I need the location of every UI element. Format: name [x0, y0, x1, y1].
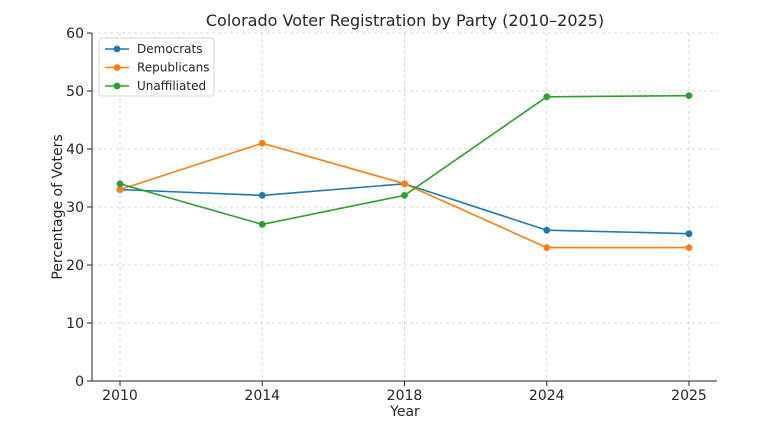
- data-point-unaffiliated: [258, 221, 266, 228]
- data-point-unaffiliated: [116, 180, 124, 188]
- data-point-democrats: [543, 226, 551, 234]
- y-tick-label: 60: [66, 26, 84, 42]
- x-tick-label: 2024: [529, 388, 565, 404]
- y-tick-label: 10: [66, 316, 84, 332]
- data-point-unaffiliated: [543, 93, 551, 101]
- grid-layer: [92, 32, 717, 382]
- x-axis-label: Year: [389, 404, 420, 420]
- legend-swatch-marker: [113, 45, 121, 53]
- y-tick-label: 40: [66, 142, 84, 158]
- y-axis-label: Percentage of Voters: [50, 134, 66, 279]
- y-tick-label: 50: [66, 84, 84, 100]
- legend-label: Democrats: [137, 42, 203, 56]
- data-point-republicans: [401, 180, 408, 188]
- y-tick-label: 0: [75, 374, 84, 390]
- x-tick-label: 2018: [387, 388, 423, 404]
- y-tick-label: 20: [66, 258, 84, 274]
- legend-label: Republicans: [137, 61, 210, 75]
- legend: Democrats Republicans Unaffiliated: [98, 37, 215, 97]
- data-point-republicans: [258, 139, 266, 147]
- legend-swatch-marker: [113, 82, 121, 90]
- legend-swatch-marker: [113, 64, 121, 71]
- axes-layer: 2010 2014 2018 2024 2025 0 10 20 30 40 50 60: [66, 26, 717, 404]
- series-layer: [116, 92, 693, 252]
- data-point-democrats: [685, 230, 693, 238]
- data-point-republicans: [116, 186, 124, 194]
- data-point-democrats: [258, 192, 266, 199]
- x-tick-label: 2014: [244, 388, 280, 404]
- x-tick-label: 2010: [102, 388, 138, 404]
- data-point-unaffiliated: [401, 192, 408, 199]
- data-point-republicans: [685, 244, 693, 252]
- data-point-unaffiliated: [685, 92, 693, 100]
- y-tick-label: 30: [66, 200, 84, 216]
- data-point-republicans: [543, 244, 551, 252]
- chart-title: Colorado Voter Registration by Party (20…: [206, 11, 604, 30]
- legend-box: [98, 37, 215, 97]
- x-tick-label: 2025: [671, 388, 707, 404]
- legend-label: Unaffiliated: [137, 79, 206, 93]
